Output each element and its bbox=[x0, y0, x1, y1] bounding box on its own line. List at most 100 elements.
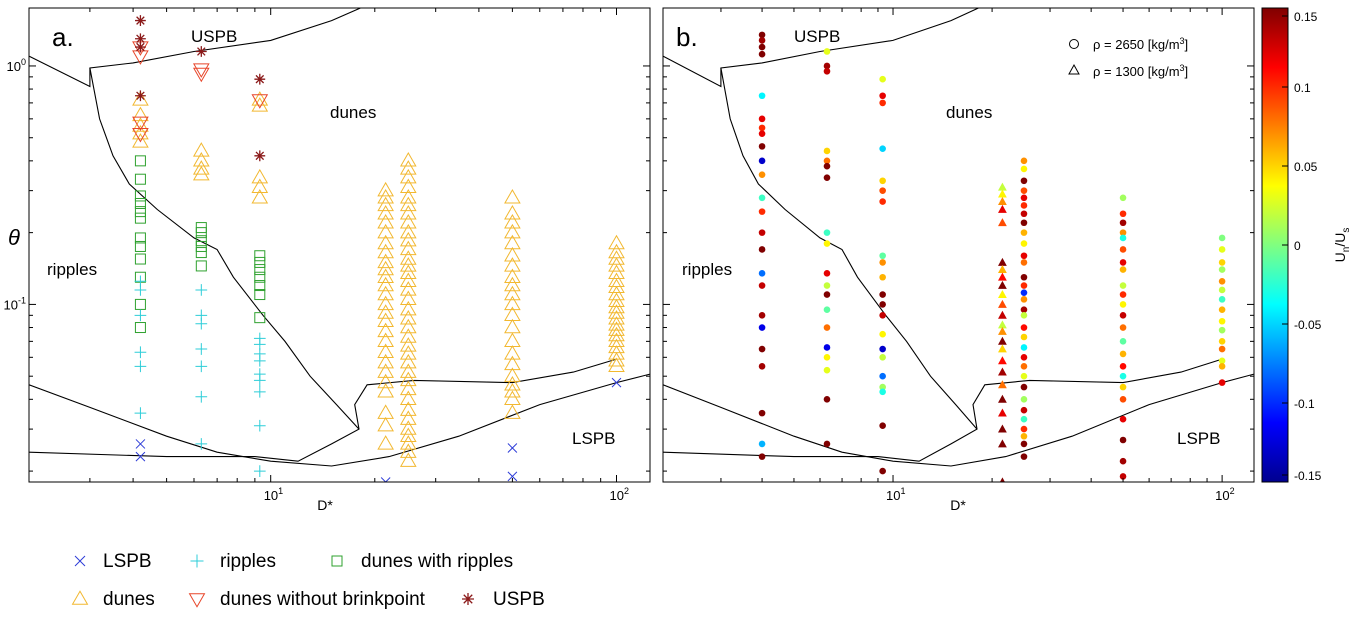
point-dunes bbox=[504, 276, 521, 292]
colorbar-tick-label: 0.1 bbox=[1294, 81, 1311, 95]
panel-b-xtick-label-exp: 1 bbox=[900, 486, 905, 496]
point-rho-1300 bbox=[998, 336, 1007, 345]
point-dunes bbox=[399, 204, 417, 220]
region-label-dunes-b: dunes bbox=[946, 103, 992, 122]
point-rho-2650 bbox=[823, 240, 831, 247]
region-label-ripples: ripples bbox=[47, 260, 97, 279]
point-rho-1300 bbox=[998, 326, 1007, 335]
point-rho-2650 bbox=[758, 171, 766, 178]
point-rho-2650 bbox=[879, 467, 886, 475]
point-rho-2650 bbox=[823, 162, 831, 170]
point-dunes-with-ripples bbox=[195, 260, 207, 272]
point-rho-2650 bbox=[879, 422, 886, 430]
point-dunes bbox=[399, 257, 417, 272]
point-rho-2650 bbox=[879, 330, 886, 338]
point-dunes-with-ripples bbox=[195, 247, 207, 259]
point-dunes-with-ripples bbox=[134, 240, 146, 252]
density-legend-triangle-text: ρ = 1300 [kg/m3] bbox=[1093, 63, 1188, 79]
point-rho-1300 bbox=[998, 272, 1007, 281]
point-ripples bbox=[253, 419, 266, 432]
point-rho-2650 bbox=[1119, 229, 1127, 236]
point-dunes bbox=[399, 427, 417, 442]
point-dunes bbox=[504, 246, 521, 262]
legend-marker-ripples bbox=[190, 554, 204, 568]
point-rho-2650 bbox=[1020, 344, 1028, 351]
point-lspb bbox=[507, 443, 518, 453]
point-rho-2650 bbox=[1119, 219, 1127, 227]
point-rho-2650 bbox=[879, 259, 886, 266]
point-dunes bbox=[377, 234, 394, 250]
point-rho-2650 bbox=[1218, 363, 1226, 370]
point-rho-2650 bbox=[1020, 219, 1028, 227]
point-dunes bbox=[399, 178, 417, 193]
point-rho-2650 bbox=[758, 124, 766, 132]
point-dunes bbox=[504, 223, 521, 239]
point-dunes bbox=[504, 188, 521, 204]
point-rho-2650 bbox=[879, 145, 886, 152]
colorbar-tick-label: 0 bbox=[1294, 239, 1301, 253]
point-rho-2650 bbox=[1218, 345, 1226, 353]
colorbar-tick-label: -0.1 bbox=[1294, 397, 1315, 411]
point-rho-2650 bbox=[1020, 229, 1028, 236]
point-dunes bbox=[399, 337, 417, 352]
point-rho-2650 bbox=[1218, 326, 1226, 334]
point-dunes bbox=[399, 345, 417, 360]
legend-marker-dunes-with-ripples bbox=[331, 555, 343, 567]
point-rho-2650 bbox=[1119, 210, 1127, 218]
point-dunes bbox=[399, 196, 417, 212]
point-rho-2650 bbox=[1119, 194, 1127, 202]
point-dunes bbox=[399, 328, 417, 343]
panel-a-xtick-label: 101 bbox=[264, 486, 283, 503]
point-rho-2650 bbox=[1020, 333, 1028, 341]
point-dunes bbox=[399, 168, 417, 184]
point-uspb bbox=[135, 15, 146, 26]
point-dunes bbox=[608, 257, 625, 272]
point-uspb bbox=[135, 41, 146, 53]
point-dunes-with-ripples bbox=[254, 271, 266, 283]
point-dunes bbox=[399, 250, 417, 265]
point-rho-2650 bbox=[1020, 354, 1028, 361]
point-rho-2650 bbox=[1020, 177, 1028, 185]
point-rho-2650 bbox=[1020, 259, 1028, 266]
point-ripples bbox=[134, 309, 147, 322]
colorbar: 0.15 0.1 0.05 0 -0.05 -0.1 -0.15 Un/Us bbox=[1261, 7, 1352, 483]
point-rho-2650 bbox=[823, 324, 831, 331]
point-dunes bbox=[377, 181, 394, 197]
point-rho-2650 bbox=[758, 229, 766, 236]
point-dunes bbox=[608, 352, 625, 367]
point-dunes bbox=[377, 188, 394, 204]
point-rho-2650 bbox=[1020, 363, 1028, 370]
point-rho-2650 bbox=[879, 312, 886, 319]
point-rho-2650 bbox=[1020, 296, 1028, 303]
point-ripples bbox=[134, 360, 147, 373]
point-dunes bbox=[399, 300, 417, 316]
point-rho-2650 bbox=[1218, 278, 1226, 285]
point-dunes bbox=[399, 435, 417, 450]
point-dunes bbox=[504, 376, 521, 391]
point-rho-2650 bbox=[1020, 165, 1028, 173]
point-dunes bbox=[377, 213, 394, 229]
point-dunes bbox=[377, 204, 394, 220]
point-rho-2650 bbox=[1218, 317, 1226, 325]
point-dunes bbox=[399, 160, 417, 175]
point-rho-2650 bbox=[823, 270, 831, 277]
legend-label-dunes-without-brinkpoint: dunes without brinkpoint bbox=[220, 589, 426, 610]
point-dunes bbox=[132, 117, 149, 132]
point-dunes-with-ripples bbox=[134, 206, 146, 218]
point-dunes bbox=[399, 223, 417, 239]
panel-b-points bbox=[758, 31, 1226, 482]
point-dunes bbox=[399, 264, 417, 280]
point-dunes bbox=[377, 285, 394, 301]
point-rho-2650 bbox=[1020, 157, 1028, 165]
panel-a-xtick-label-exp: 1 bbox=[278, 486, 283, 496]
point-ripples bbox=[195, 390, 208, 403]
point-dunes-without-brinkpoint bbox=[251, 94, 269, 109]
point-dunes bbox=[608, 234, 625, 250]
colorbar-label-main: U bbox=[1332, 252, 1348, 262]
panel-b-boundary-1 bbox=[720, 67, 978, 430]
point-rho-2650 bbox=[1119, 372, 1127, 380]
point-dunes bbox=[251, 188, 269, 204]
point-dunes-with-ripples bbox=[254, 256, 266, 268]
point-dunes bbox=[377, 435, 394, 450]
